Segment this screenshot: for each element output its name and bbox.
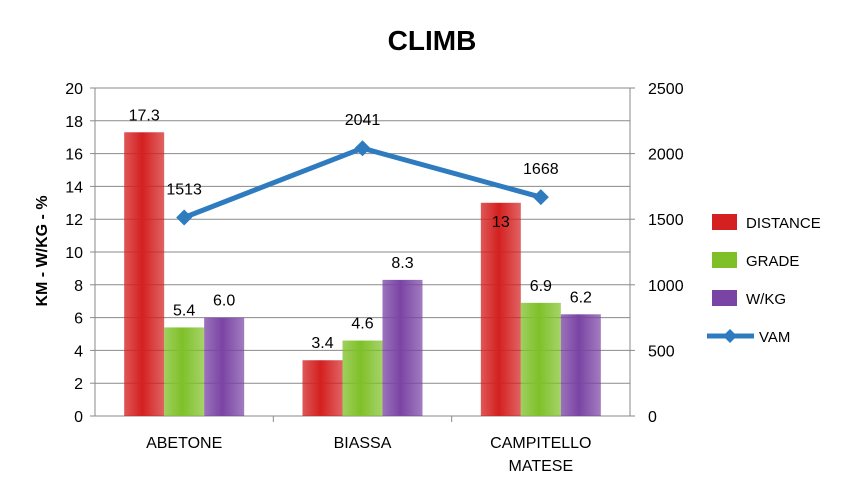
y-tick-label: 20 [65,81,83,98]
data-label: 4.6 [351,316,373,333]
data-label: 13 [492,214,510,231]
y-tick-label: 14 [65,179,83,196]
legend-swatch-grade [712,252,737,268]
y-tick-label: 4 [74,343,83,360]
category-label: BIASSA [334,435,392,452]
data-label: 2041 [345,112,381,129]
vam-line-layer [176,140,549,226]
legend-label-grade: GRADE [746,253,799,270]
legend-label-distance: DISTANCE [746,215,821,232]
data-labels: 17.3 3.4 13 5.4 4.6 6.9 6.0 8.3 6.2 1513 2041 1668 [129,107,592,352]
y-tick-label: 10 [65,245,83,262]
bar-distance-biassa [302,360,343,416]
category-label: ABETONE [146,435,222,452]
legend: DISTANCE GRADE W/KG VAM [707,214,821,346]
legend-marker-vam [723,329,737,343]
y-tick-label: 6 [74,311,83,328]
legend-label-w-kg: W/KG [746,291,786,308]
y2-tick-label: 1000 [648,278,684,295]
y2-tick-label: 500 [648,343,675,360]
y-tick-label: 2 [74,376,83,393]
bar-w-kg-campitello-matese [560,314,601,416]
y2-tick-label: 1500 [648,212,684,229]
bar-grade-abetone [164,327,205,416]
category-label: CAMPITELLO [490,435,591,452]
y-tick-label: 0 [74,409,83,426]
y-tick-label: 16 [65,147,83,164]
y-tick-label: 12 [65,212,83,229]
y2-tick-label: 0 [648,409,657,426]
y-axis-label: KM - W/KG - % [34,195,51,306]
data-label: 6.0 [213,293,235,310]
data-label: 3.4 [311,335,333,352]
legend-label-vam: VAM [759,329,790,346]
data-label: 1513 [166,181,202,198]
data-label: 6.2 [570,289,592,306]
data-label: 17.3 [129,107,160,124]
data-label: 1668 [523,161,559,178]
legend-swatch-distance [712,214,737,230]
axes: 0 2 4 6 8 10 12 14 16 18 20 0 500 1000 1500 2000 2500 ABE… [65,81,683,475]
point-vam-abetone [176,209,193,226]
bar-distance-abetone [124,132,165,416]
y2-tick-label: 2000 [648,147,684,164]
point-vam-campitello-matese [532,189,549,206]
bar-w-kg-abetone [204,317,245,416]
y-tick-label: 8 [74,278,83,295]
data-label: 6.9 [530,278,552,295]
point-vam-biassa [354,140,371,157]
bar-distance-campitello-matese [480,202,521,416]
bar-w-kg-biassa [382,279,423,416]
data-label: 5.4 [173,302,195,319]
category-label: MATESE [509,458,574,475]
bar-grade-biassa [342,340,383,416]
bars [124,132,601,416]
y-tick-label: 18 [65,114,83,131]
legend-swatch-w-kg [712,290,737,306]
data-label: 8.3 [391,255,413,272]
bar-grade-campitello-matese [520,302,561,416]
y2-tick-label: 2500 [648,81,684,98]
chart-title: CLIMB [388,25,477,56]
